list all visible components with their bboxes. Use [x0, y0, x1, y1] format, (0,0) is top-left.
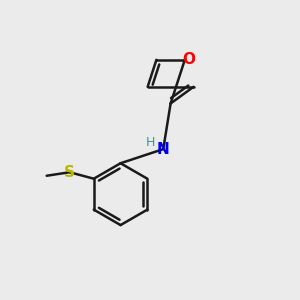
- Text: S: S: [64, 165, 75, 180]
- Text: H: H: [146, 136, 156, 149]
- Text: N: N: [157, 142, 169, 157]
- Text: O: O: [183, 52, 196, 67]
